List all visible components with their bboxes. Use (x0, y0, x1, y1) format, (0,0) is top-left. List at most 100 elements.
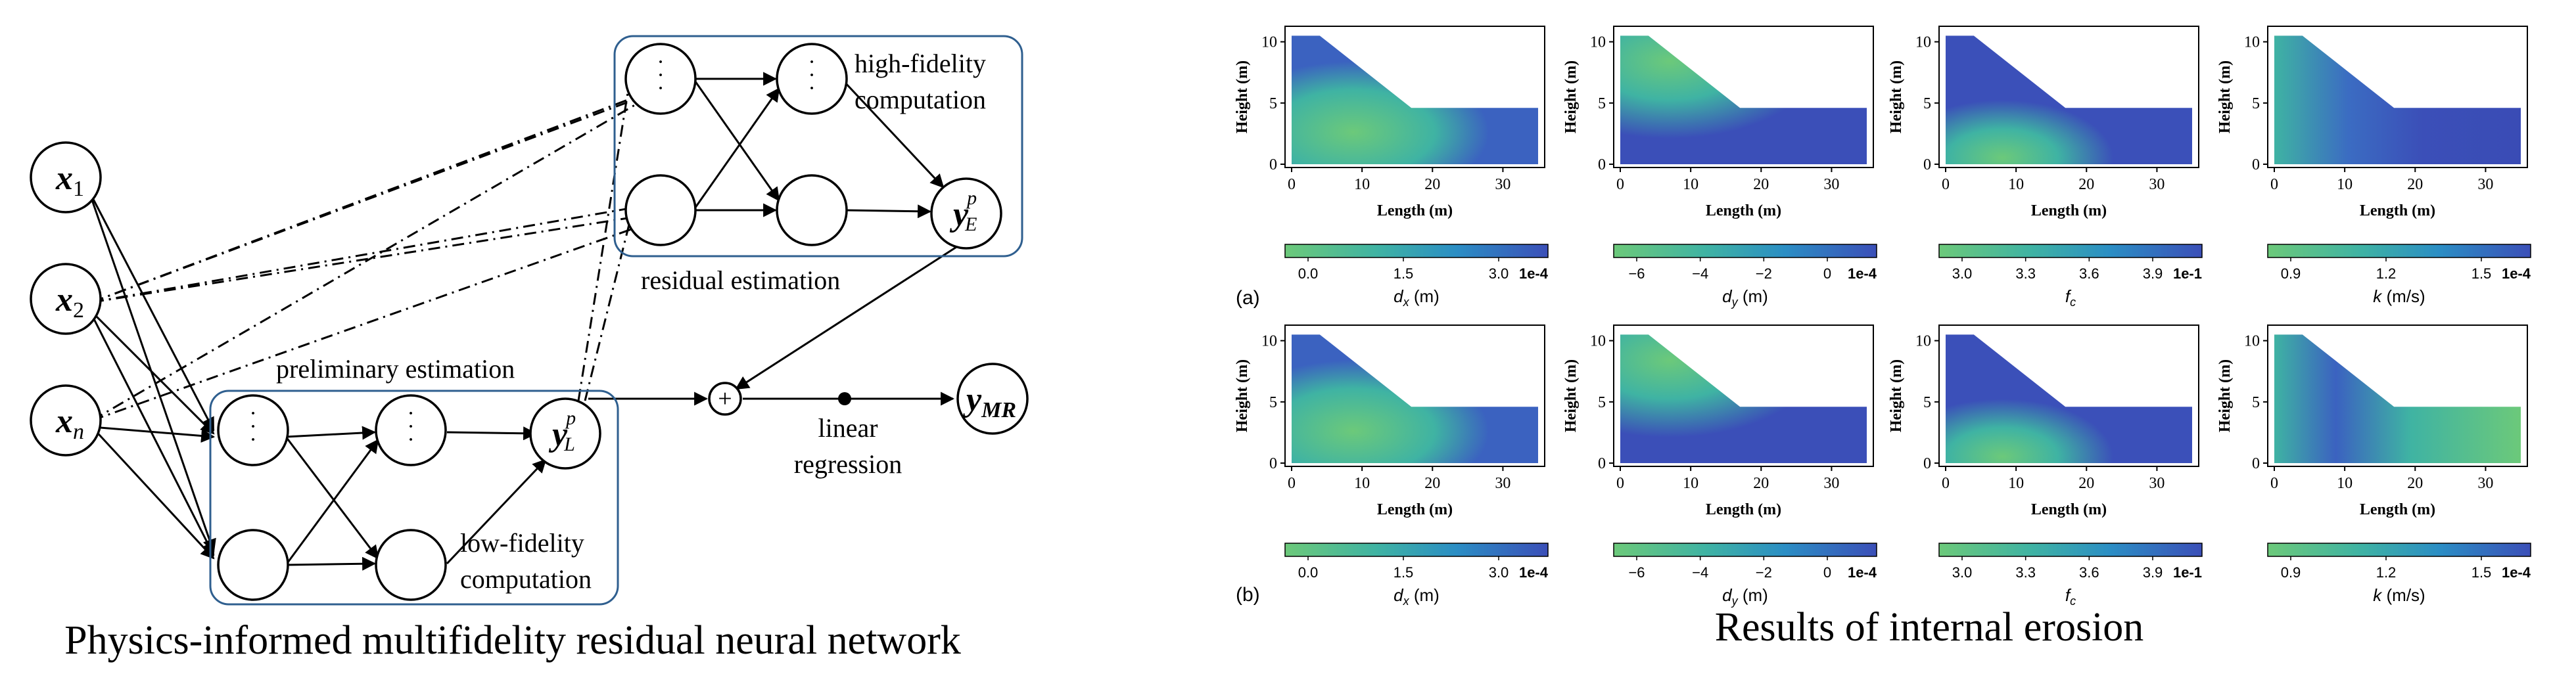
colorbar-scale: 1e-4 (1519, 265, 1549, 282)
linear-regression-label-2: regression (794, 449, 902, 479)
colorbar-tick: 1.5 (1393, 564, 1414, 581)
colorbar-tick: 1.2 (2376, 564, 2397, 581)
x-tick-label: 20 (1424, 475, 1440, 492)
colorbar-tick: −4 (1692, 265, 1708, 282)
x-axis-label: Length (m) (1706, 202, 1781, 219)
erosion-panel-a-4: 0 10 20 30 10 5 0 Length (m) Height (m) 0.9 1.2 1.5… (2216, 26, 2531, 306)
dam-field (1292, 35, 1538, 165)
colorbar (1938, 543, 2203, 557)
colorbar-tick: 3.0 (1489, 265, 1509, 282)
plot-frame (1613, 26, 1874, 168)
colorbar-label: dx (m) (1393, 585, 1440, 608)
y-tick-label: 10 (2244, 34, 2260, 51)
y-axis-label: Height (m) (1562, 60, 1580, 133)
x-tick-label: 30 (1823, 475, 1839, 492)
colorbar (2267, 244, 2531, 258)
x-tick-label: 0 (2270, 176, 2278, 193)
yMR-output-node (956, 363, 1029, 435)
svg-text:·: · (657, 63, 664, 87)
x-tick-label: 20 (2078, 475, 2094, 492)
x-tick-label: 30 (1495, 176, 1510, 193)
colorbar-scale: 1e-4 (2502, 564, 2531, 581)
svg-text:·: · (808, 63, 815, 87)
svg-text:·: · (808, 50, 815, 74)
y-tick-label: 5 (1923, 394, 1931, 411)
x-tick-label: 0 (1616, 176, 1624, 193)
y-tick-label: 5 (1269, 394, 1277, 411)
colorbar-label: fc (2065, 286, 2076, 309)
x-axis-label: Length (m) (1706, 501, 1781, 518)
y-tick-label: 0 (1269, 455, 1277, 472)
y-tick-label: 10 (1590, 34, 1606, 51)
y-axis-label: Height (m) (1562, 359, 1580, 432)
colorbar-tick: 3.3 (2015, 265, 2036, 282)
x-axis-label: Length (m) (1377, 501, 1453, 518)
low-fidelity-label-2: computation (460, 564, 592, 594)
low-fidelity-node-1 (217, 394, 289, 466)
x-tick-label: 30 (2477, 475, 2493, 492)
high-fidelity-label-1: high-fidelity (855, 49, 986, 78)
x-tick-label: 0 (1288, 176, 1296, 193)
colorbar-scale: 1e-1 (2173, 564, 2202, 581)
dam-field (2274, 334, 2521, 463)
colorbar-tick: 3.9 (2143, 564, 2163, 581)
y-tick-label: 5 (1598, 95, 1606, 112)
input-node-x1 (30, 141, 102, 213)
y-tick-label: 10 (1915, 34, 1931, 51)
y-axis-label: Height (m) (1234, 359, 1251, 432)
yE-output-node (930, 177, 1002, 250)
erosion-panel-a-2: 0 10 20 30 10 5 0 Length (m) Height (m) −6 −4 −2 0 1e… (1562, 26, 1877, 309)
y-axis-label: Height (m) (1888, 60, 1905, 133)
low-fidelity-label-1: low-fidelity (460, 528, 584, 558)
svg-text:·: · (407, 414, 414, 439)
y-tick-label: 5 (2252, 394, 2260, 411)
xn-label: xn (55, 403, 84, 444)
dam-field (2274, 35, 2521, 165)
svg-text:·: · (249, 428, 256, 452)
dam-field (1620, 35, 1867, 165)
residual-connections (91, 72, 658, 422)
colorbar-tick: 1.5 (2471, 265, 2492, 282)
y-tick-label: 10 (1590, 333, 1606, 350)
x-tick-label: 20 (2407, 475, 2423, 492)
colorbar-tick: 3.0 (1489, 564, 1509, 581)
x-tick-label: 0 (1942, 176, 1950, 193)
high-fidelity-node-1 (624, 43, 697, 115)
erosion-panel-b-3: 0 10 20 30 10 5 0 Length (m) Height (m) 3.0 3.3 3.6… (1888, 324, 2203, 608)
colorbar (1284, 543, 1549, 557)
colorbar (1284, 244, 1549, 258)
plot-frame (1284, 26, 1545, 168)
sum-node (708, 382, 742, 416)
svg-text:·: · (407, 401, 414, 426)
colorbar-label: dy (m) (1722, 286, 1768, 309)
colorbar (1938, 244, 2203, 258)
x-tick-label: 10 (2337, 475, 2353, 492)
y-tick-label: 10 (1915, 333, 1931, 350)
colorbar-tick: 0.0 (1298, 564, 1319, 581)
dam-field (1946, 35, 2192, 165)
erosion-panel-b-4: 0 10 20 30 10 5 0 Length (m) Height (m) 0.9 1.2 1.5… (2216, 324, 2531, 605)
low-fidelity-node-4 (375, 529, 447, 601)
plot-frame (1938, 324, 2199, 467)
x-tick-label: 30 (1823, 176, 1839, 193)
y-tick-label: 0 (2252, 455, 2260, 472)
colorbar-tick: 1.2 (2376, 265, 2397, 282)
high-fidelity-node-3 (776, 43, 848, 115)
input-node-x2 (30, 263, 102, 335)
erosion-panel-a-1: 0 10 20 30 10 5 0 Length (m) Height (m) 0.0 1.5 3.0… (1234, 26, 1549, 309)
y-tick-label: 10 (1261, 333, 1277, 350)
residual-estimation-label: residual estimation (641, 265, 840, 295)
dam-field (1620, 334, 1867, 463)
results-grid: 0 10 20 30 10 5 0 Length (m) Height (m) 0.0 1.5 3.0… (1234, 26, 2531, 608)
plot-frame (2267, 26, 2528, 168)
colorbar-label: dy (m) (1722, 585, 1768, 608)
y-tick-label: 0 (1598, 156, 1606, 173)
x-tick-label: 10 (2008, 176, 2024, 193)
x-axis-label: Length (m) (2360, 501, 2435, 518)
svg-text:·: · (657, 76, 664, 101)
y-tick-label: 0 (1598, 455, 1606, 472)
y-tick-label: 0 (1269, 156, 1277, 173)
low-fidelity-node-2 (217, 529, 289, 601)
high-fidelity-label-2: computation (855, 85, 986, 114)
colorbar-tick: 3.6 (2079, 265, 2099, 282)
